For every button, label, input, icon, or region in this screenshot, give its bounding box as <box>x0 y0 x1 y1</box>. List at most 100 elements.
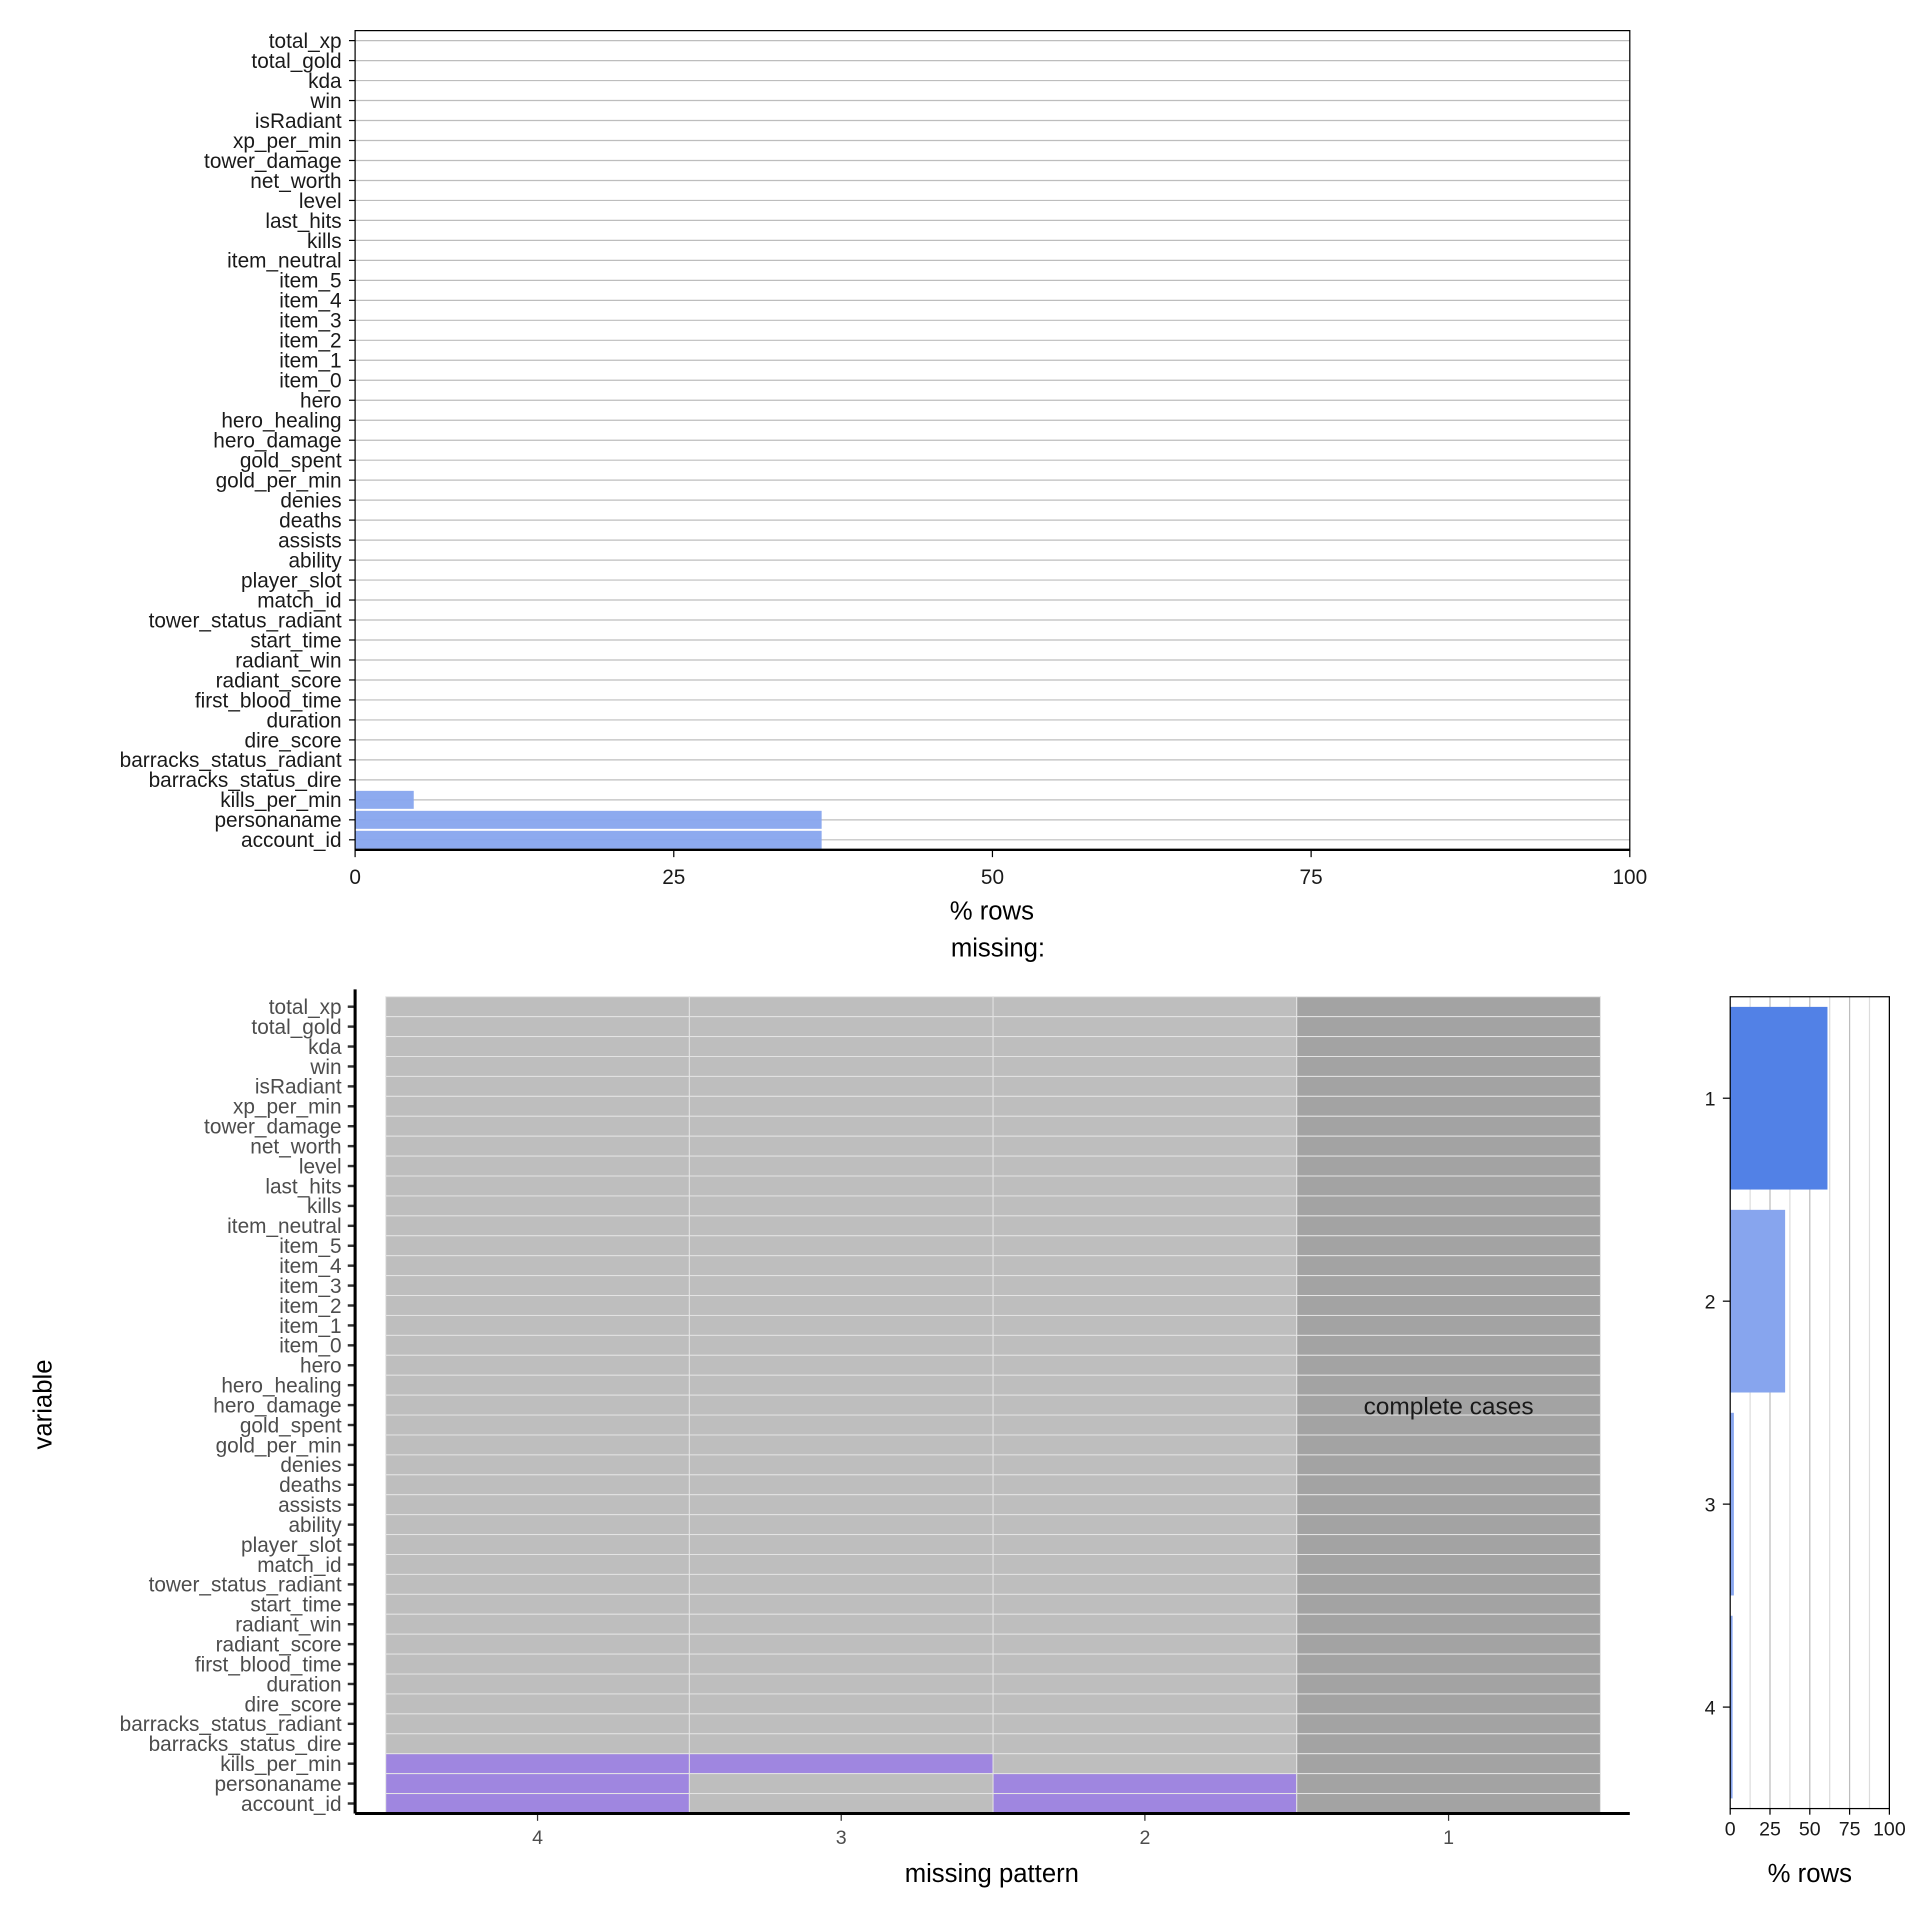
heatmap-cell <box>992 1235 1298 1257</box>
y-tick-label: barracks_status_radiant <box>120 1713 342 1736</box>
y-tick-label: kills_per_min <box>220 1753 341 1776</box>
heatmap-cell <box>1296 1633 1601 1655</box>
heatmap-cell <box>385 1534 690 1555</box>
heatmap-cell <box>992 1534 1298 1555</box>
y-tick-label: win <box>309 90 341 113</box>
y-tick-label: duration <box>266 709 341 732</box>
heatmap-cell <box>688 1354 994 1376</box>
y-tick-label: deaths <box>279 509 341 532</box>
heatmap-cell <box>992 1673 1298 1695</box>
y-tick-label: item_2 <box>279 1295 341 1318</box>
heatmap-cell <box>688 1314 994 1336</box>
heatmap-cell <box>385 1713 690 1735</box>
heatmap-cell <box>1296 1454 1601 1476</box>
y-tick-label: item_4 <box>279 290 341 313</box>
y-tick-label: account_id <box>241 1793 342 1816</box>
y-tick-label: barracks_status_radiant <box>120 749 342 772</box>
missing-pattern-heatmap: 4 3 2 1 total_xptotal_goldkdawinisRadiantxp_… <box>120 989 1630 1849</box>
y-tick-label: hero_damage <box>213 1394 341 1417</box>
heatmap-cell <box>1296 1713 1601 1735</box>
heatmap-cell <box>688 1075 994 1097</box>
heatmap-cell <box>385 1275 690 1297</box>
heatmap-cell <box>688 1434 994 1456</box>
heatmap-cell <box>385 1773 690 1795</box>
y-tick-label: xp_per_min <box>233 130 342 153</box>
y-tick-label: isRadiant <box>255 110 342 133</box>
heatmap-cell <box>992 1653 1298 1675</box>
heatmap-cell <box>385 1016 690 1038</box>
y-tick-label: item_neutral <box>227 250 341 273</box>
y-tick-label: 3 <box>1705 1494 1716 1516</box>
y-tick-label: 1 <box>1705 1089 1716 1111</box>
heatmap-cell <box>1296 1095 1601 1117</box>
heatmap-cell <box>688 1673 994 1695</box>
heatmap-cell <box>688 1135 994 1157</box>
heatmap-cell <box>385 1414 690 1436</box>
heatmap-cell <box>688 1793 994 1814</box>
heatmap-cell <box>992 1374 1298 1396</box>
y-tick-label: item_1 <box>279 1315 341 1338</box>
heatmap-cell <box>385 1215 690 1237</box>
heatmap-cell <box>1296 1354 1601 1376</box>
y-tick-label: match_id <box>257 589 341 612</box>
y-tick-label: radiant_score <box>216 1633 342 1656</box>
heatmap-y-axis-title: variable <box>29 1359 57 1449</box>
heatmap-cell <box>385 1295 690 1316</box>
y-tick-label: total_gold <box>251 1016 341 1039</box>
heatmap-cell <box>688 1414 994 1436</box>
y-tick-label: isRadiant <box>255 1076 342 1099</box>
heatmap-x-axis-title: missing pattern <box>905 1860 1079 1888</box>
heatmap-cell <box>385 1494 690 1516</box>
y-tick-label: 2 <box>1705 1292 1716 1314</box>
heatmap-cell <box>1296 1235 1601 1257</box>
heatmap-cell <box>1296 1275 1601 1297</box>
y-tick-label: match_id <box>257 1554 341 1577</box>
missing-percent-chart: total_xptotal_goldkdawinisRadiantxp_per_… <box>120 30 1647 889</box>
heatmap-cell <box>385 1115 690 1137</box>
top-x-axis-title: % rows <box>950 898 1034 926</box>
pattern-frequency-chart: 1 2 3 4 0 25 50 75 100 <box>1705 996 1906 1841</box>
heatmap-cell <box>385 1394 690 1416</box>
heatmap-cell <box>1296 1056 1601 1077</box>
heatmap-cell <box>688 1235 994 1257</box>
heatmap-cell <box>385 1235 690 1257</box>
heatmap-cell <box>992 996 1298 1018</box>
heatmap-cell <box>688 1474 994 1496</box>
bar <box>1730 1615 1733 1799</box>
heatmap-cell <box>385 1653 690 1675</box>
complete-cases-annotation: complete cases <box>1364 1393 1534 1420</box>
heatmap-cell <box>385 1474 690 1496</box>
heatmap-cell <box>992 1115 1298 1137</box>
heatmap-cell <box>992 1434 1298 1456</box>
heatmap-cell <box>385 1036 690 1057</box>
heatmap-cell <box>1296 1753 1601 1775</box>
heatmap-cell <box>688 1056 994 1077</box>
heatmap-cell <box>688 1374 994 1396</box>
y-tick-label: level <box>299 190 342 213</box>
y-tick-label: kills_per_min <box>220 789 341 812</box>
heatmap-cell <box>992 1075 1298 1097</box>
heatmap-cell <box>992 1693 1298 1715</box>
y-tick-label: ability <box>288 549 342 572</box>
heatmap-cell <box>688 1394 994 1416</box>
heatmap-cell <box>1296 1733 1601 1755</box>
heatmap-cell <box>992 1573 1298 1595</box>
x-tick-label: 100 <box>1873 1819 1906 1841</box>
heatmap-cell <box>992 1334 1298 1356</box>
y-tick-label: kda <box>308 1036 342 1059</box>
heatmap-cell <box>688 1255 994 1277</box>
y-tick-label: item_5 <box>279 270 341 293</box>
heatmap-cell <box>688 1514 994 1536</box>
heatmap-cell <box>385 1693 690 1715</box>
y-tick-label: tower_status_radiant <box>149 609 342 632</box>
heatmap-cell <box>992 1713 1298 1735</box>
y-tick-label: dire_score <box>245 729 342 752</box>
heatmap-cell <box>992 1354 1298 1376</box>
y-tick-label: radiant_win <box>235 649 341 672</box>
heatmap-cell <box>992 1733 1298 1755</box>
y-tick-label: radiant_win <box>235 1614 341 1637</box>
heatmap-cell <box>688 1115 994 1137</box>
heatmap-cell <box>688 1534 994 1555</box>
y-tick-label: ability <box>288 1514 342 1537</box>
heatmap-cell <box>688 1095 994 1117</box>
